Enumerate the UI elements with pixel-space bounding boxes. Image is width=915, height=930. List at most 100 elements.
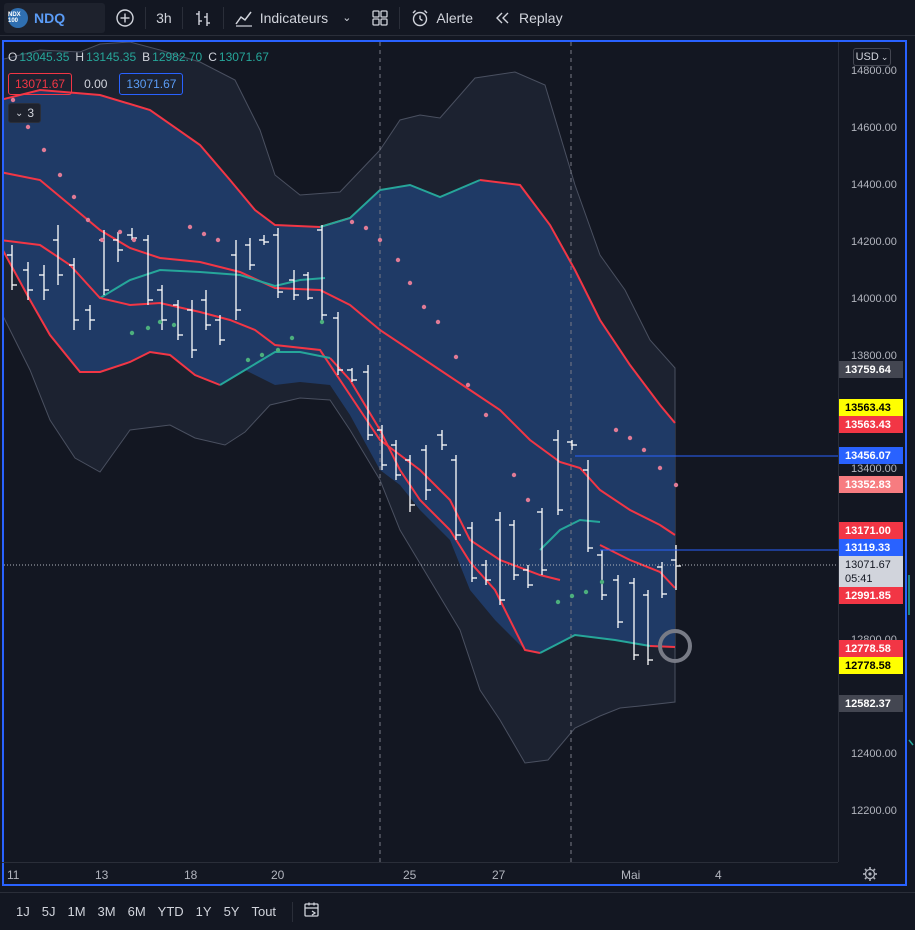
range-all[interactable]: Tout bbox=[251, 904, 277, 919]
range-5y[interactable]: 5Y bbox=[223, 904, 240, 919]
divider bbox=[399, 6, 401, 29]
ohlc-bar bbox=[377, 425, 387, 470]
mid-lower-band-line-2 bbox=[599, 544, 676, 589]
indicators-button[interactable]: Indicateurs ⌄ bbox=[224, 0, 362, 36]
replay-button[interactable]: Replay bbox=[483, 0, 573, 36]
ohlc-bar bbox=[509, 520, 519, 580]
range-1m[interactable]: 1M bbox=[67, 904, 86, 919]
sar-dot bbox=[245, 357, 251, 363]
ohlc-bar bbox=[53, 225, 63, 285]
alert-label: Alerte bbox=[436, 9, 473, 26]
chart-pane[interactable] bbox=[2, 40, 907, 886]
sar-dot bbox=[349, 219, 355, 225]
interval-button[interactable]: 3h bbox=[156, 9, 172, 26]
time-label: 13 bbox=[95, 868, 109, 882]
ohlc-bar bbox=[467, 522, 477, 582]
ohlc-bar bbox=[437, 430, 447, 450]
replay-label: Replay bbox=[518, 9, 563, 26]
mid-band-green-2 bbox=[539, 518, 601, 551]
chevron-down-icon[interactable]: ⌄ bbox=[342, 12, 352, 24]
ohlc-bar bbox=[289, 270, 299, 300]
open-value: 13045.35 bbox=[19, 50, 70, 64]
ohlc-bar bbox=[643, 590, 653, 665]
indicators-collapse-button[interactable]: ⌄ 3 bbox=[8, 103, 42, 123]
ohlc-bar bbox=[613, 575, 623, 628]
range-1d[interactable]: 1J bbox=[16, 904, 30, 919]
low-key: B bbox=[142, 50, 151, 64]
upper-band-line-2 bbox=[479, 179, 676, 424]
price-tick-label: 14600.00 bbox=[851, 122, 897, 134]
price-tag: 13171.00 bbox=[839, 522, 903, 539]
top-toolbar: NDX 100 NDQ 3h Indicateurs ⌄ Alerte Repl… bbox=[0, 0, 915, 36]
ohlc-bar bbox=[671, 545, 681, 590]
range-3m[interactable]: 3M bbox=[97, 904, 116, 919]
range-6m[interactable]: 6M bbox=[127, 904, 146, 919]
price-tag: 13119.33 bbox=[839, 539, 903, 556]
ohlc-bar bbox=[201, 290, 211, 330]
sar-dot bbox=[583, 589, 589, 595]
time-label: 25 bbox=[403, 868, 417, 882]
price-tick-label: 13400.00 bbox=[851, 463, 897, 475]
sar-dot bbox=[275, 347, 281, 353]
ohlc-bar bbox=[363, 365, 373, 440]
symbol-logo-icon: NDX 100 bbox=[8, 7, 28, 28]
ohlc-bar bbox=[143, 235, 153, 305]
close-key: C bbox=[208, 50, 217, 64]
sar-dot bbox=[131, 237, 137, 243]
chart-settings-button[interactable] bbox=[862, 866, 878, 885]
currency-selector[interactable]: USD ⌄ bbox=[853, 48, 891, 66]
range-1y[interactable]: 1Y bbox=[195, 904, 212, 919]
ohlc-bar bbox=[405, 455, 415, 512]
ohlc-bar bbox=[173, 300, 183, 340]
ohlc-bar bbox=[583, 460, 593, 552]
price-tag: 13563.43 bbox=[839, 399, 903, 416]
ohlc-bar bbox=[215, 315, 225, 345]
low-value: 12982.70 bbox=[152, 50, 203, 64]
sar-dot bbox=[453, 354, 459, 360]
edge-fragment bbox=[908, 739, 914, 746]
sar-dot bbox=[569, 593, 575, 599]
range-5d[interactable]: 5J bbox=[41, 904, 56, 919]
sell-price-button[interactable]: 13071.67 bbox=[8, 73, 73, 95]
time-label: 18 bbox=[184, 868, 198, 882]
high-key: H bbox=[75, 50, 85, 64]
sar-dot bbox=[421, 304, 427, 310]
bar-style-button[interactable] bbox=[183, 0, 223, 36]
sar-dot bbox=[10, 97, 16, 103]
sar-dot bbox=[511, 472, 517, 478]
range-ytd[interactable]: YTD bbox=[157, 904, 184, 919]
ohlc-bar bbox=[391, 440, 401, 480]
date-range-button[interactable] bbox=[303, 901, 321, 922]
buy-price-button[interactable]: 13071.67 bbox=[119, 73, 184, 95]
ohlc-bar bbox=[657, 562, 667, 598]
sar-dot bbox=[117, 229, 123, 235]
ohlc-bar bbox=[567, 440, 577, 450]
ohlc-bar bbox=[421, 445, 431, 500]
alert-button[interactable]: Alerte bbox=[400, 0, 483, 36]
ohlc-bar bbox=[495, 512, 505, 605]
compare-button[interactable] bbox=[105, 0, 145, 36]
grid-layout-icon bbox=[372, 9, 389, 26]
sar-dot bbox=[673, 482, 679, 488]
trade-inputs: 13071.67 0.00 13071.67 bbox=[8, 73, 184, 95]
ohlc-bar bbox=[537, 508, 547, 575]
ohlc-bar bbox=[317, 225, 327, 320]
price-bars bbox=[7, 225, 681, 665]
layouts-button[interactable] bbox=[361, 0, 399, 36]
time-axis[interactable]: 11 13 18 20 25 27 Mai 4 bbox=[2, 862, 838, 886]
price-axis[interactable]: USD ⌄ 14800.00 14600.00 14400.00 14200.00 140… bbox=[838, 42, 905, 862]
symbol-search[interactable]: NDX 100 NDQ bbox=[4, 2, 106, 33]
sar-dot bbox=[41, 147, 47, 153]
time-label: 20 bbox=[271, 868, 285, 882]
ohlc-bar bbox=[259, 235, 269, 245]
sar-dot bbox=[395, 257, 401, 263]
sar-dot bbox=[483, 412, 489, 418]
sar-dot bbox=[25, 124, 31, 130]
sar-dot bbox=[215, 237, 221, 243]
close-value: 13071.67 bbox=[218, 50, 269, 64]
price-tick-label: 14000.00 bbox=[851, 293, 897, 305]
sar-dot bbox=[435, 319, 441, 325]
ohlc-bar bbox=[245, 238, 255, 270]
replay-cursor-marker[interactable] bbox=[658, 629, 692, 663]
